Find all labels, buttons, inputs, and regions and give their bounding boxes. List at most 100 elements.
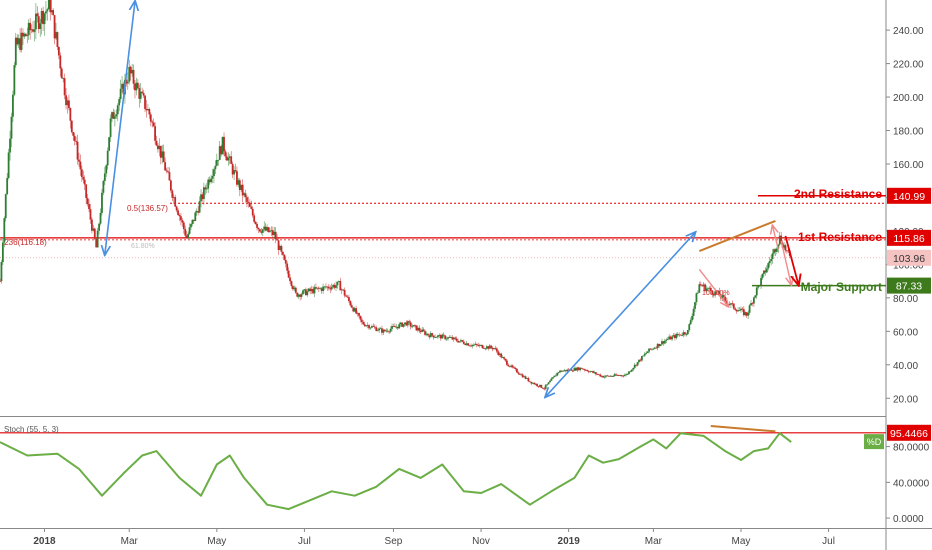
candle-body — [460, 340, 462, 342]
candle-body — [250, 206, 253, 209]
price-tick-label: 220.00 — [893, 60, 924, 71]
candle-body — [439, 335, 442, 339]
candle-body — [30, 29, 33, 31]
candle-body — [695, 293, 698, 303]
candle-body — [429, 333, 432, 338]
candle-body — [22, 32, 24, 37]
candle-body — [303, 289, 306, 291]
first-resistance-badge — [887, 229, 931, 246]
candle-body — [467, 343, 470, 346]
candle-body — [457, 340, 459, 343]
candle-body — [92, 228, 95, 231]
candle-body — [586, 370, 589, 372]
candle-body — [709, 287, 712, 291]
candle-body — [534, 383, 537, 385]
candle-body — [705, 288, 708, 291]
candle-body — [260, 231, 263, 233]
price-tick-label: 20.00 — [893, 394, 918, 405]
candle-body — [513, 367, 515, 369]
candle-body — [731, 303, 734, 305]
candle-body — [770, 258, 773, 262]
time-x-axis: 2018 Mar May Jul Sep Nov 2019 Mar May Jul — [33, 528, 835, 547]
candle-body — [755, 287, 758, 296]
candle-body — [711, 290, 714, 295]
candle-body — [164, 162, 167, 171]
candle-body — [0, 281, 1, 282]
candle-body — [88, 204, 90, 210]
candle-body — [385, 330, 388, 332]
candle-body — [352, 307, 355, 312]
candle-body — [712, 294, 715, 296]
candle-body — [236, 171, 238, 185]
candle-body — [284, 259, 287, 264]
candle-body — [444, 335, 447, 340]
candle-body — [696, 292, 699, 294]
candle-body — [185, 235, 188, 238]
candle-body — [175, 206, 178, 211]
candle-body — [227, 157, 230, 161]
candle-body — [441, 334, 444, 339]
candle-body — [752, 297, 755, 304]
candle-body — [221, 136, 224, 155]
candle-body — [378, 328, 380, 331]
candle-body — [279, 246, 281, 250]
candle-body — [154, 126, 156, 141]
candle-body — [419, 330, 422, 332]
candle-body — [177, 210, 179, 216]
candle-body — [259, 229, 261, 232]
candle-body — [157, 145, 159, 150]
red-down-arrow — [784, 235, 798, 285]
candle-body — [264, 226, 267, 231]
candle-body — [474, 343, 477, 345]
candle-body — [6, 177, 9, 195]
candle-body — [293, 287, 296, 290]
price-tick-label: 80.00 — [893, 294, 918, 305]
candle-body — [421, 329, 424, 332]
candle-body — [366, 325, 369, 326]
time-tick-label: Mar — [645, 536, 663, 547]
candle-body — [449, 337, 452, 339]
time-tick-label: May — [207, 536, 226, 547]
candle-body — [96, 230, 99, 248]
candle-body — [536, 383, 538, 386]
candle-body — [19, 38, 22, 50]
candle-body — [59, 55, 62, 69]
candle-body — [546, 384, 549, 386]
candle-body — [1, 242, 4, 262]
candle-body — [300, 294, 303, 297]
candle-body — [152, 122, 155, 127]
candle-body — [224, 151, 227, 157]
candle-body — [205, 188, 208, 190]
candle-body — [204, 187, 207, 190]
candle-body — [510, 365, 513, 367]
candle-body — [141, 91, 144, 93]
candle-body — [692, 308, 695, 316]
candle-body — [501, 357, 504, 358]
candle-body — [297, 294, 300, 297]
candle-body — [541, 387, 544, 389]
time-tick-label: 2019 — [558, 536, 581, 547]
candle-body — [266, 227, 268, 231]
candle-body — [243, 193, 246, 196]
price-tick-label: 160.00 — [893, 160, 924, 171]
time-tick-label: Jul — [822, 536, 835, 547]
candle-body — [147, 109, 149, 111]
candle-body — [487, 346, 490, 349]
time-tick-label: 2018 — [33, 536, 56, 547]
candle-body — [422, 329, 425, 332]
candle-body — [218, 146, 221, 160]
candle-body — [470, 345, 472, 347]
candle-body — [13, 65, 16, 95]
pink-up-arrow — [773, 226, 779, 250]
candle-body — [280, 246, 283, 252]
candle-body — [60, 68, 63, 79]
candle-body — [32, 29, 34, 32]
fib-lower-label: .236(116.18) — [2, 238, 47, 247]
candle-body — [109, 118, 112, 138]
candle-body — [187, 233, 190, 238]
candle-body — [89, 209, 92, 220]
current-price-badge — [887, 249, 931, 266]
level-lines — [0, 195, 886, 434]
candle-body — [65, 95, 67, 106]
candle-body — [68, 100, 70, 108]
